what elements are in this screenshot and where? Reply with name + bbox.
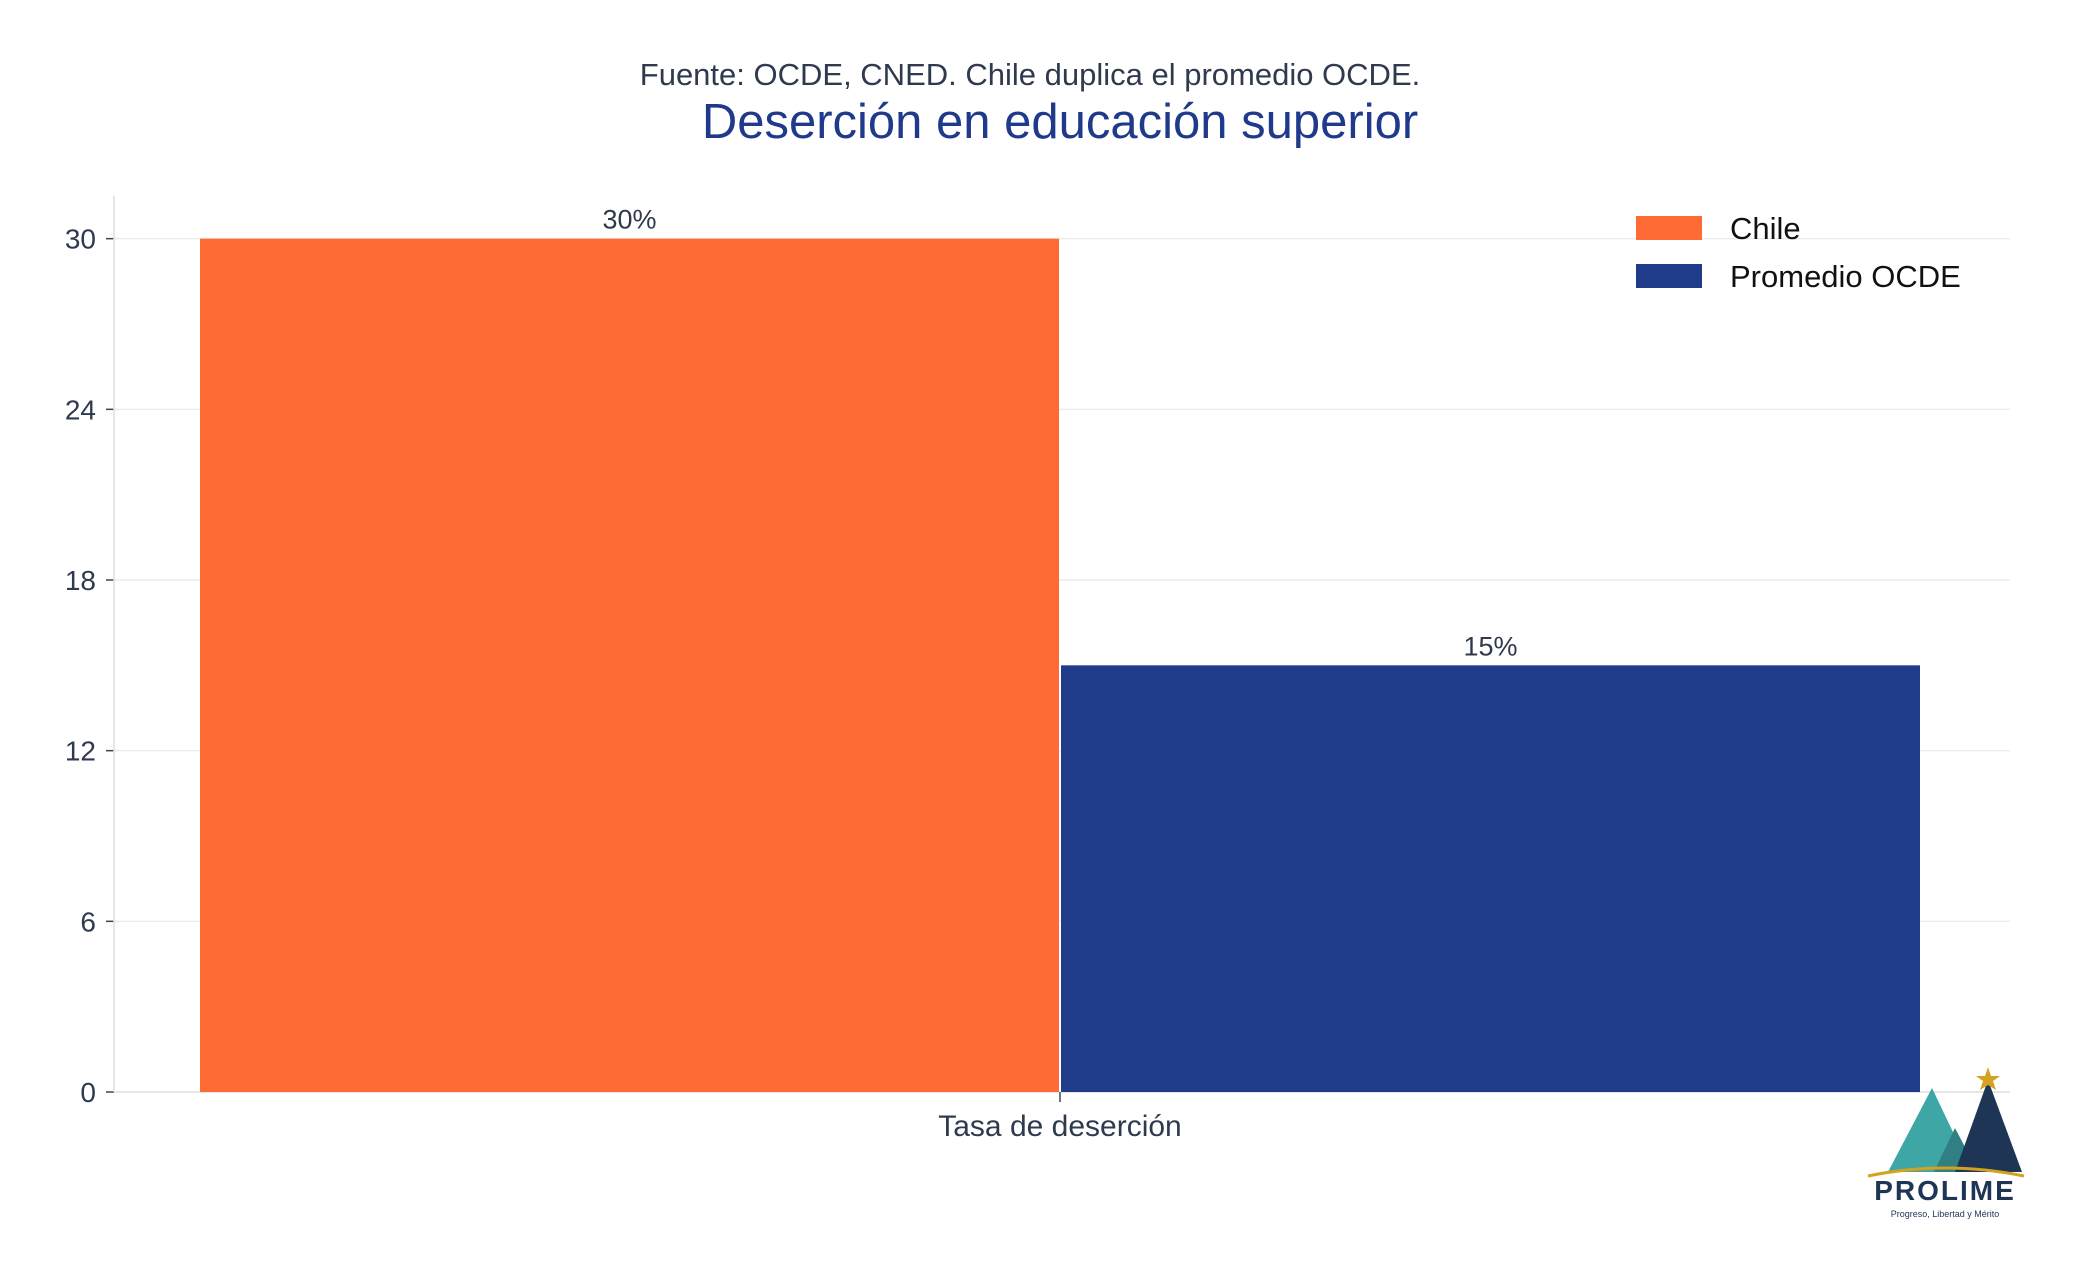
y-tick-label: 6 <box>80 906 96 937</box>
legend: Chile Promedio OCDE <box>1636 211 1961 294</box>
data-label: 30% <box>602 205 656 235</box>
legend-label: Chile <box>1730 211 1801 246</box>
legend-swatch <box>1636 216 1702 240</box>
y-tick-label: 18 <box>65 565 96 596</box>
logo-name: PROLIME <box>1874 1175 2016 1206</box>
legend-swatch <box>1636 264 1702 288</box>
chart-subtitle: Fuente: OCDE, CNED. Chile duplica el pro… <box>640 57 1420 92</box>
prolime-logo: PROLIME Progreso, Libertad y Mérito <box>1867 1067 2025 1219</box>
logo-mountain-navy <box>1955 1080 2022 1172</box>
logo-star-icon <box>1976 1067 2000 1090</box>
x-tick-label: Tasa de deserción <box>938 1110 1182 1143</box>
bars: 30% 15% <box>200 205 1920 1092</box>
chart-title: Deserción en educación superior <box>702 95 1418 149</box>
axes: 0 6 12 18 24 30 Tasa de deserción <box>65 196 2010 1143</box>
y-tick-label: 24 <box>65 394 96 425</box>
legend-label: Promedio OCDE <box>1730 259 1961 294</box>
y-tick-label: 12 <box>65 736 96 767</box>
y-tick-label: 0 <box>80 1077 96 1108</box>
logo-tagline: Progreso, Libertad y Mérito <box>1891 1209 2000 1219</box>
bar-chile <box>200 238 1059 1092</box>
logo-arc <box>1867 1166 2025 1178</box>
bar-promedio-ocde <box>1061 665 1920 1092</box>
y-tick-label: 30 <box>65 224 96 255</box>
data-label: 15% <box>1463 631 1517 661</box>
